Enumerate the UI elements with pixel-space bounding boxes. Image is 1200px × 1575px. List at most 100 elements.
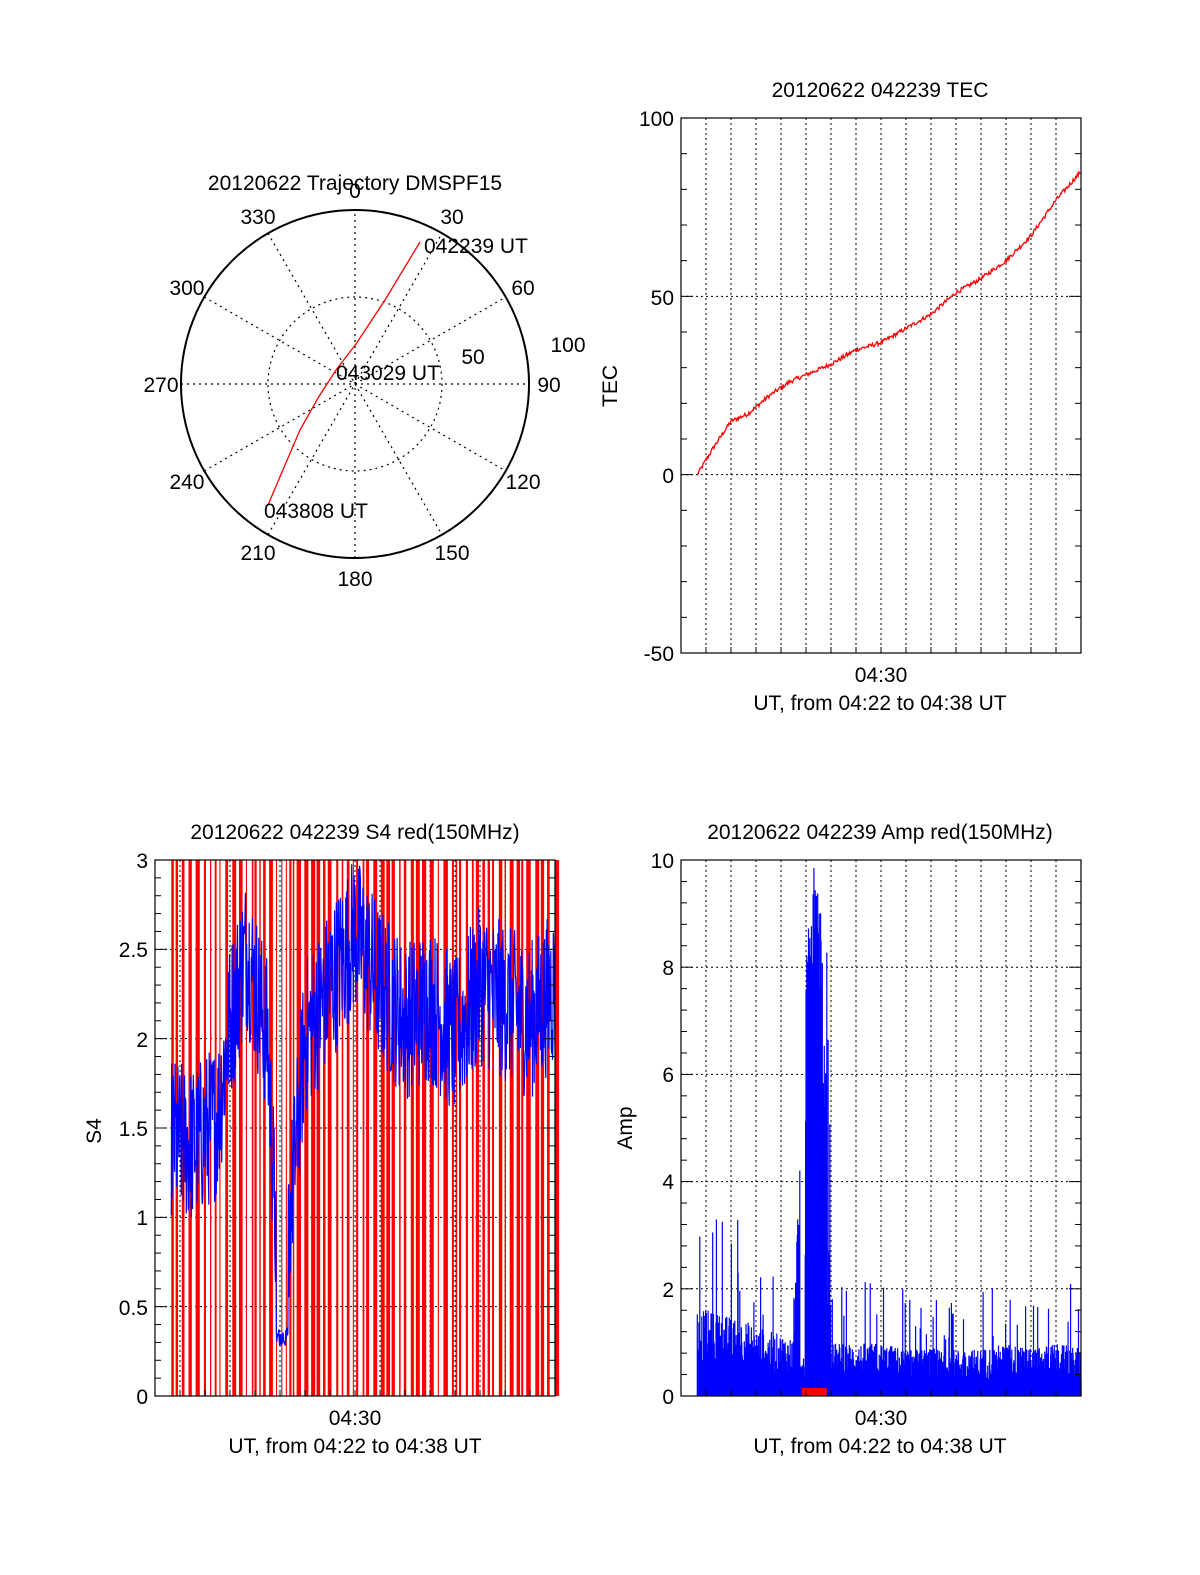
s4-chart: 20120622 042239 S4 red(150MHz) 3 2.5 2 1… [83, 821, 560, 1458]
s4-red-spike [455, 860, 458, 1396]
s4-red-spike [509, 860, 514, 1396]
amp-plot-frame [680, 859, 1082, 1397]
s4-red-spike [285, 860, 287, 1396]
polar-azimuth-label: 60 [511, 277, 534, 300]
tec-ytick-label: 0 [662, 465, 674, 488]
s4-red-spike [327, 860, 332, 1396]
s4-red-spike [304, 860, 309, 1396]
amp-grid [681, 860, 1081, 1396]
tec-axis-ticks [681, 117, 1081, 654]
tec-plot-frame [680, 117, 1082, 654]
s4-red-spike [422, 860, 427, 1396]
polar-azimuth-label: 210 [240, 542, 275, 565]
s4-red-spike [380, 860, 385, 1396]
s4-red-spike [516, 860, 521, 1396]
amp-xlabel: UT, from 04:22 to 04:38 UT [753, 1435, 1006, 1458]
polar-azimuth-label: 330 [240, 206, 275, 229]
amp-ylabel: Amp [614, 1106, 637, 1149]
s4-ylabel: S4 [83, 1118, 106, 1144]
s4-red-spike [373, 860, 378, 1396]
polar-title: 20120622 Trajectory DMSPF15 [208, 172, 502, 195]
polar-trajectory-line [267, 241, 421, 506]
amp-blue-series-line [696, 868, 1082, 1396]
polar-azimuth-label: 0 [349, 180, 361, 203]
s4-red-spike [437, 860, 439, 1396]
s4-red-spike [356, 860, 359, 1396]
amp-chart: 20120622 042239 Amp red(150MHz) 10 8 6 4… [614, 821, 1082, 1458]
polar-azimuth-label: 150 [434, 542, 469, 565]
s4-ytick-label: 1.5 [119, 1118, 148, 1141]
s4-red-spike [263, 860, 266, 1396]
amp-blue-series [696, 868, 1082, 1396]
tec-xlabel: UT, from 04:22 to 04:38 UT [753, 692, 1006, 715]
tec-ytick-label: -50 [644, 643, 674, 666]
s4-title: 20120622 042239 S4 red(150MHz) [190, 821, 519, 844]
polar-azimuth-label: 300 [169, 277, 204, 300]
tec-grid [681, 118, 1081, 653]
s4-xtick-label: 04:30 [329, 1407, 382, 1430]
s4-red-spike [443, 860, 448, 1396]
s4-red-spike [311, 860, 316, 1396]
s4-red-spike [540, 860, 545, 1396]
amp-ytick-label: 10 [651, 850, 674, 873]
tec-chart: 20120622 042239 TEC 100 50 0 -50 04:30 U… [599, 79, 1082, 715]
s4-ytick-label: 2.5 [119, 939, 148, 962]
s4-red-spike [323, 860, 326, 1396]
polar-mid-label: 043029 UT [336, 362, 440, 385]
s4-axis-ticks [155, 859, 555, 1397]
s4-ytick-label: 3 [136, 850, 148, 873]
polar-plot: 20120622 Trajectory DMSPF15 0 30 60 90 120 15… [143, 172, 585, 591]
polar-end-label: 043808 UT [264, 500, 368, 523]
s4-red-spike [521, 860, 524, 1396]
s4-plot-frame [154, 859, 556, 1397]
s4-red-spike [225, 860, 229, 1396]
s4-red-spike [276, 860, 277, 1396]
s4-red-spike [341, 860, 344, 1396]
amp-red-series [801, 1387, 827, 1396]
polar-grid-ring [267, 296, 443, 472]
polar-azimuth-label: 30 [440, 206, 463, 229]
s4-ytick-label: 2 [136, 1029, 148, 1052]
s4-xlabel: UT, from 04:22 to 04:38 UT [228, 1435, 481, 1458]
s4-red-spike [526, 860, 531, 1396]
polar-grid [181, 210, 529, 558]
s4-red-spike [336, 860, 339, 1396]
s4-red-spike [429, 860, 434, 1396]
s4-red-spike [471, 860, 474, 1396]
s4-red-spike [399, 860, 401, 1396]
s4-red-spike [554, 860, 560, 1396]
tec-ytick-label: 100 [639, 108, 674, 131]
polar-ring-label-100: 100 [550, 334, 585, 357]
amp-ytick-label: 0 [662, 1386, 674, 1409]
s4-red-spike [259, 860, 261, 1396]
s4-ytick-label: 0 [136, 1386, 148, 1409]
s4-red-spike [254, 860, 257, 1396]
s4-red-spike [465, 860, 468, 1396]
amp-xtick-label: 04:30 [855, 1407, 908, 1430]
s4-red-spike [492, 860, 494, 1396]
s4-ytick-label: 1 [136, 1207, 148, 1230]
tec-ylabel: TEC [599, 365, 622, 407]
s4-red-spike [391, 860, 395, 1396]
s4-red-spike [362, 860, 365, 1396]
polar-ring-label-50: 50 [461, 346, 484, 369]
s4-ytick-label: 0.5 [119, 1297, 148, 1320]
s4-red-spike [289, 860, 292, 1396]
s4-red-spike [487, 860, 490, 1396]
amp-ytick-label: 2 [662, 1279, 674, 1302]
s4-red-spike [451, 860, 454, 1396]
s4-red-spike [504, 860, 506, 1396]
s4-red-spike [346, 860, 350, 1396]
s4-red-spike [281, 860, 283, 1396]
polar-outer-circle [180, 209, 530, 559]
amp-red-series-band [801, 1387, 827, 1396]
s4-red-spike [410, 860, 414, 1396]
tec-xtick-label: 04:30 [855, 664, 908, 687]
polar-azimuth-label: 120 [505, 471, 540, 494]
s4-blue-series-line [170, 864, 556, 1346]
amp-ytick-label: 4 [662, 1171, 674, 1194]
s4-red-spike [352, 860, 354, 1396]
tec-title: 20120622 042239 TEC [772, 79, 989, 102]
polar-azimuth-label: 90 [537, 374, 560, 397]
